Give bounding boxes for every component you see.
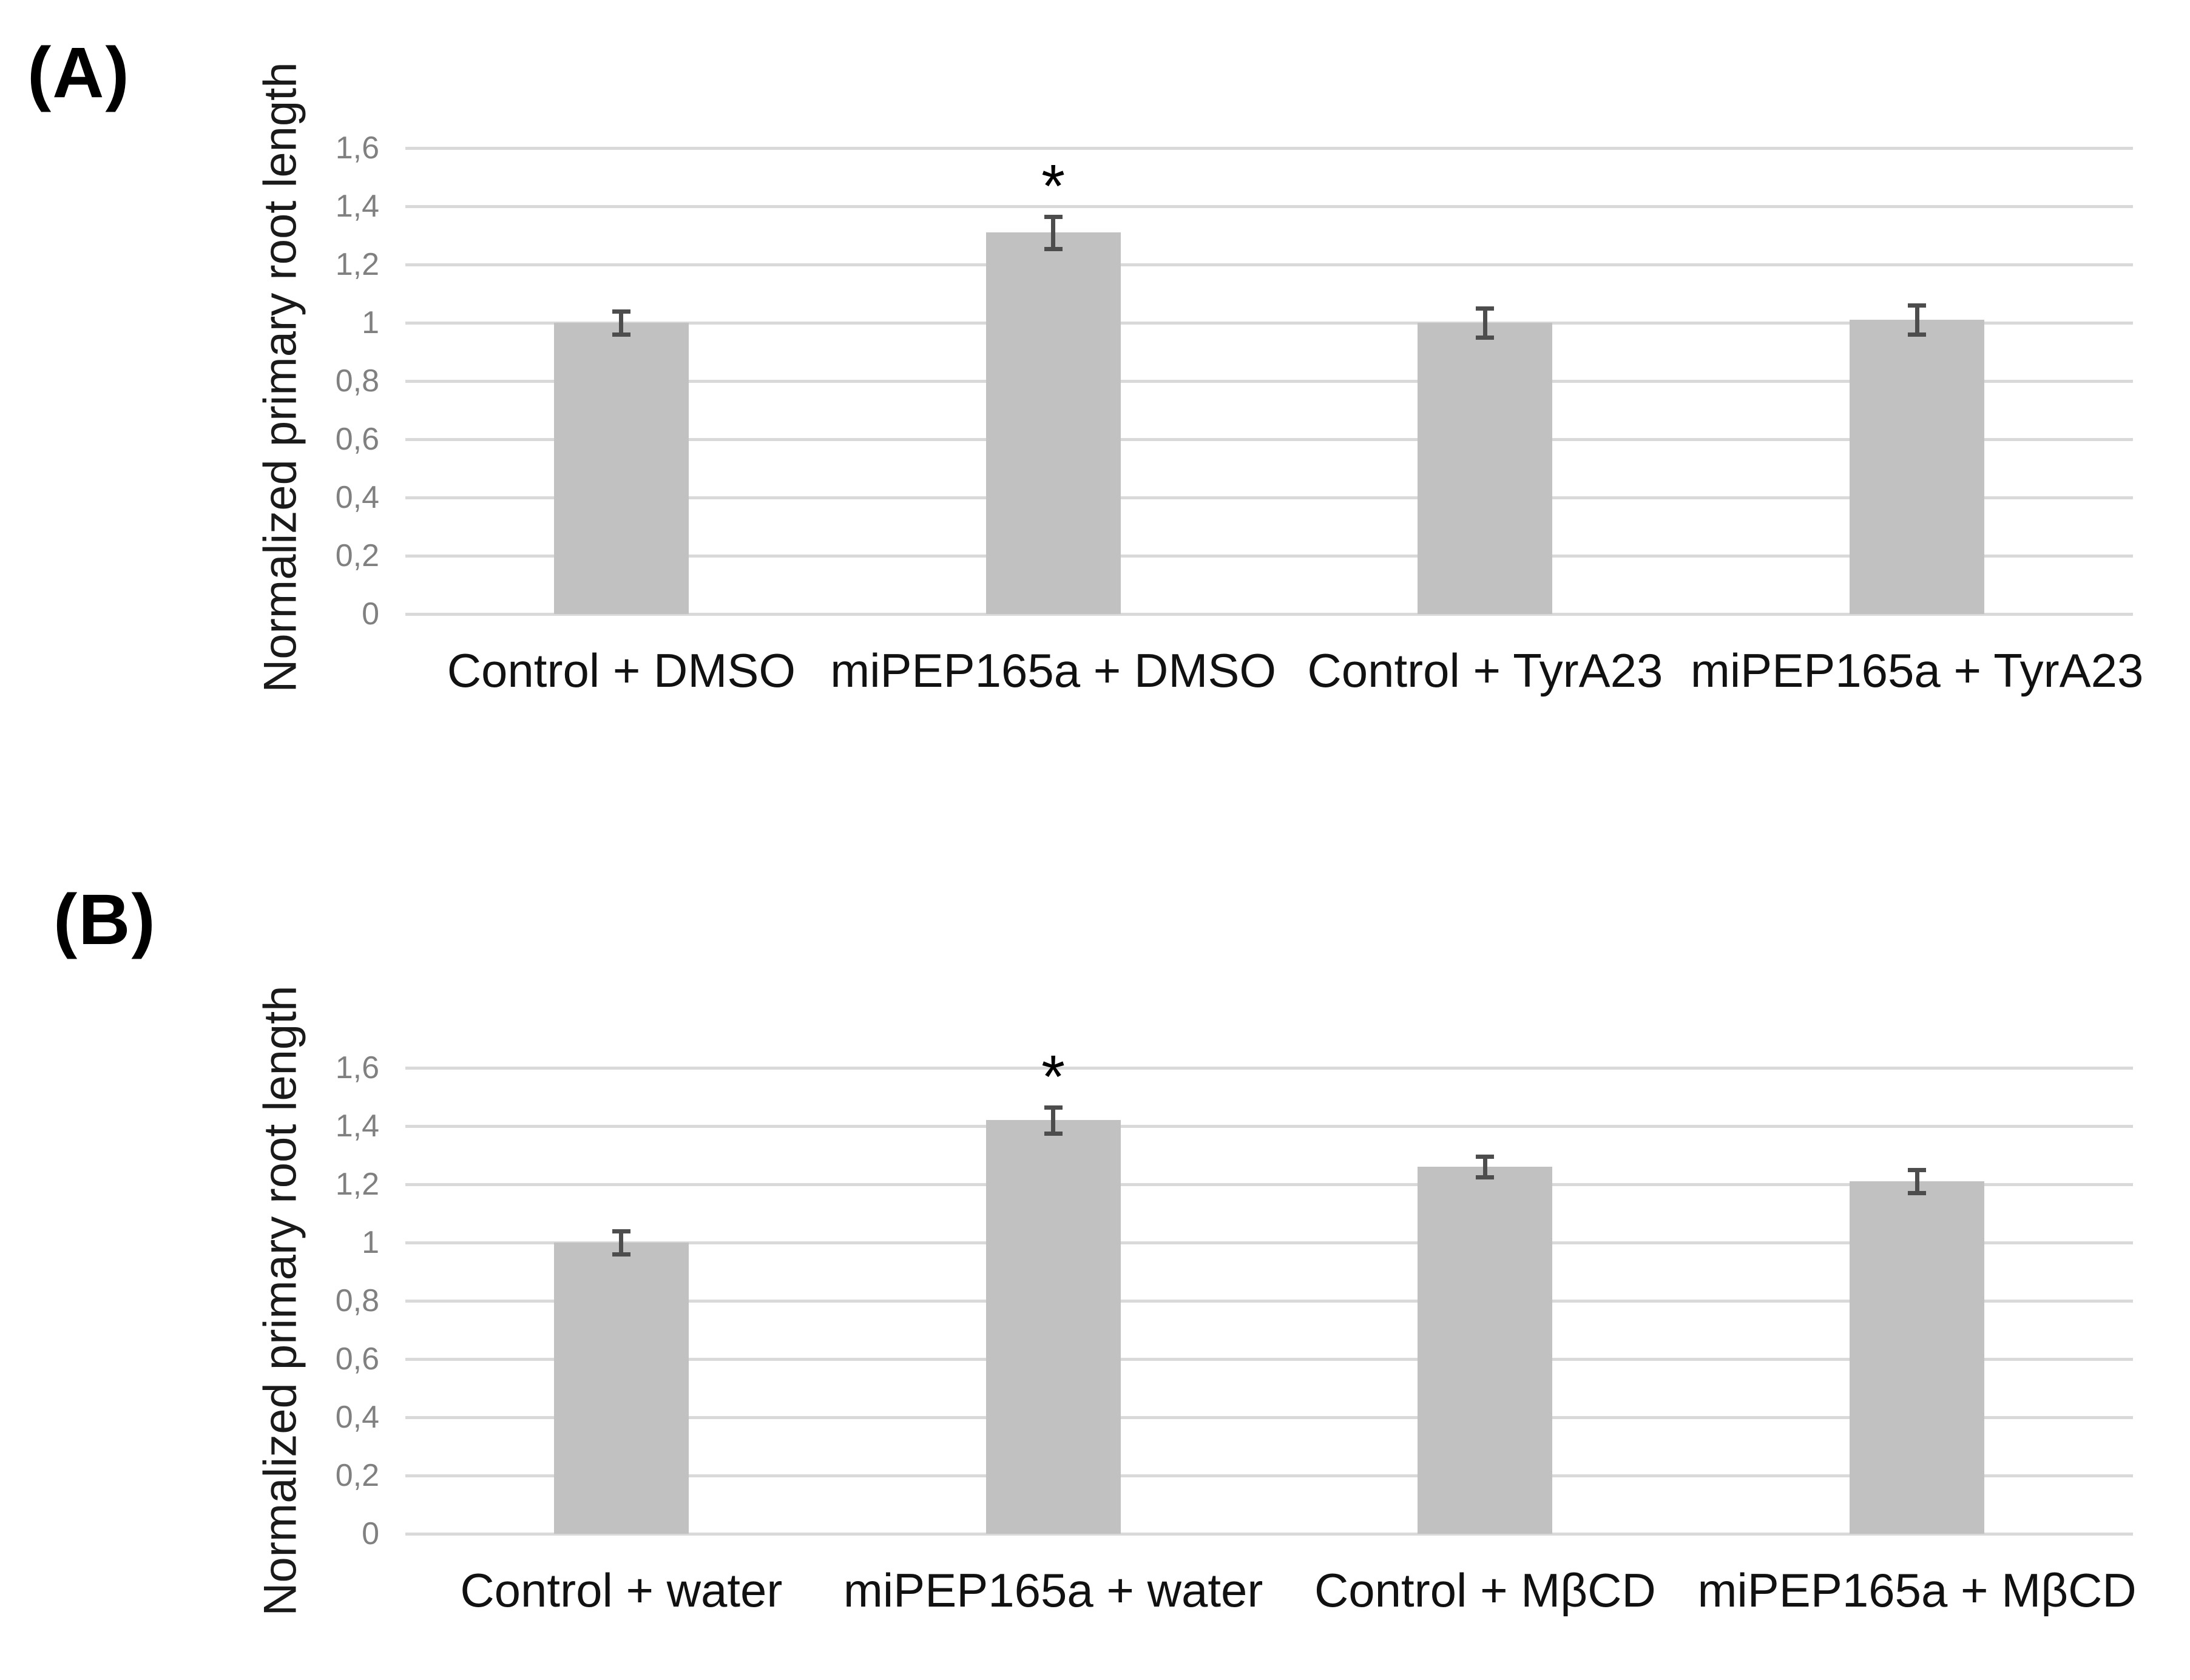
bar-miPEP165a + water — [985, 1120, 1121, 1534]
bar-miPEP165a + TyrA23 — [1850, 320, 1985, 614]
x-category-label: miPEP165a + DMSO — [830, 644, 1277, 697]
error-bar-line — [1051, 1107, 1056, 1133]
bar-Control + TyrA23 — [1418, 323, 1553, 614]
y-tick-label: 1,2 — [335, 247, 379, 282]
x-category-label: Control + water — [460, 1564, 783, 1617]
error-bar-cap-top — [612, 1229, 630, 1233]
y-tick-label: 0,4 — [335, 1400, 379, 1435]
x-category-label: Control + TyrA23 — [1307, 644, 1663, 697]
bar-Control + MβCD — [1418, 1167, 1553, 1534]
y-tick-label: 0,2 — [335, 1458, 379, 1493]
error-bar-cap-bottom — [1476, 1175, 1495, 1179]
y-tick-label: 1 — [362, 305, 379, 340]
y-tick-label: 1,4 — [335, 1108, 379, 1144]
gridline-0,8 — [405, 1300, 2133, 1303]
gridline-1,2 — [405, 263, 2133, 266]
y-tick-label: 1 — [362, 1225, 379, 1260]
figure-root: (A) Normalized primary root length 0 0,2 0… — [27, 33, 2144, 1617]
gridline-1 — [405, 322, 2133, 325]
error-bar-cap-top — [1908, 303, 1927, 308]
error-bar-cap-top — [1044, 1105, 1063, 1110]
error-bar-line — [1915, 1170, 1919, 1193]
error-bar-cap-top — [1908, 1168, 1927, 1172]
error-bar-cap-top — [1044, 214, 1063, 219]
y-tick-label: 1,2 — [335, 1167, 379, 1202]
panel-a-letter: (A) — [27, 33, 130, 113]
gridline-0,2 — [405, 1474, 2133, 1477]
error-bar-cap-bottom — [1044, 1132, 1063, 1136]
error-bar-cap-bottom — [1908, 332, 1927, 337]
y-tick-label: 0,6 — [335, 422, 379, 457]
x-category-label: miPEP165a + TyrA23 — [1690, 644, 2144, 697]
gridline-1,2 — [405, 1183, 2133, 1186]
x-category-label: miPEP165a + MβCD — [1697, 1564, 2137, 1617]
x-category-label: Control + DMSO — [447, 644, 796, 697]
significance-asterisk: * — [1041, 1042, 1066, 1111]
bar-miPEP165a + MβCD — [1850, 1181, 1985, 1534]
gridline-0,8 — [405, 380, 2133, 383]
gridline-0,2 — [405, 555, 2133, 558]
y-tick-label: 0,4 — [335, 480, 379, 515]
y-tick-label: 1,4 — [335, 189, 379, 224]
error-bar-cap-top — [1476, 306, 1495, 311]
error-bar-line — [619, 1230, 624, 1255]
gridline-0,6 — [405, 1358, 2133, 1361]
bar-miPEP165a + DMSO — [985, 232, 1121, 614]
error-bar-cap-bottom — [612, 332, 630, 337]
gridline-1,4 — [405, 205, 2133, 208]
error-bar-cap-bottom — [1044, 246, 1063, 251]
gridline-0,6 — [405, 438, 2133, 441]
x-category-label: miPEP165a + water — [843, 1564, 1263, 1617]
gridline-1,4 — [405, 1125, 2133, 1128]
bar-Control + DMSO — [553, 323, 689, 614]
y-tick-label: 0,8 — [335, 1283, 379, 1318]
significance-asterisk: * — [1041, 152, 1066, 220]
error-bar-cap-top — [612, 309, 630, 314]
gridline-1,6 — [405, 147, 2133, 150]
gridline-0 — [405, 613, 2133, 616]
error-bar-cap-bottom — [612, 1252, 630, 1257]
y-tick-label: 1,6 — [335, 130, 379, 166]
gridline-0,4 — [405, 496, 2133, 499]
gridline-1 — [405, 1241, 2133, 1244]
error-bar-cap-bottom — [1908, 1191, 1927, 1196]
y-tick-label: 0,2 — [335, 538, 379, 573]
x-category-label: Control + MβCD — [1314, 1564, 1656, 1617]
error-bar-cap-bottom — [1476, 336, 1495, 340]
y-tick-label: 0,6 — [335, 1341, 379, 1377]
gridline-0,4 — [405, 1416, 2133, 1419]
error-bar-cap-top — [1476, 1155, 1495, 1159]
gridline-1,6 — [405, 1067, 2133, 1070]
error-bar-line — [1482, 1156, 1487, 1177]
error-bar-line — [1915, 305, 1919, 335]
error-bar-line — [619, 311, 624, 335]
panel-b-letter: (B) — [53, 880, 157, 960]
y-tick-label: 0,8 — [335, 363, 379, 399]
y-tick-label: 0 — [362, 596, 379, 632]
y-tick-label: 0 — [362, 1516, 379, 1551]
y-tick-label: 1,6 — [335, 1050, 379, 1085]
gridline-0 — [405, 1533, 2133, 1536]
error-bar-line — [1482, 308, 1487, 337]
error-bar-line — [1051, 216, 1056, 249]
bar-Control + water — [553, 1243, 689, 1534]
